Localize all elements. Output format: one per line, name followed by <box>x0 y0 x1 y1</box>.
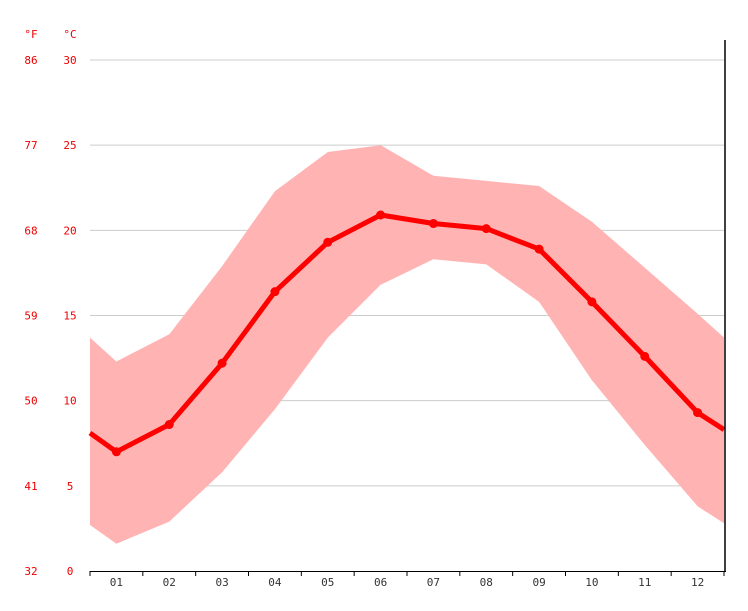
data-point <box>376 210 386 220</box>
y-tick-fahrenheit: 41 <box>24 480 37 493</box>
data-point <box>587 297 597 307</box>
x-tick-label: 09 <box>532 576 545 589</box>
temperature-range-band <box>90 145 724 544</box>
y-tick-celsius: 0 <box>67 565 74 578</box>
data-point <box>481 224 491 234</box>
y-tick-fahrenheit: 50 <box>24 395 37 408</box>
y-tick-fahrenheit: 68 <box>24 224 37 237</box>
data-point <box>270 287 280 297</box>
x-tick-label: 03 <box>215 576 228 589</box>
celsius-unit-label: °C <box>63 28 76 41</box>
fahrenheit-unit-label: °F <box>24 28 37 41</box>
data-point <box>111 447 121 457</box>
y-tick-fahrenheit: 77 <box>24 139 37 152</box>
y-tick-celsius: 20 <box>63 224 76 237</box>
x-tick-label: 06 <box>374 576 387 589</box>
data-point <box>217 358 227 368</box>
y-tick-celsius: 5 <box>67 480 74 493</box>
x-tick-label: 02 <box>163 576 176 589</box>
x-tick-label: 05 <box>321 576 334 589</box>
data-point <box>534 244 544 254</box>
y-tick-celsius: 10 <box>63 395 76 408</box>
x-tick-label: 08 <box>480 576 493 589</box>
y-tick-fahrenheit: 59 <box>24 310 37 323</box>
x-tick-label: 01 <box>110 576 123 589</box>
x-tick-label: 12 <box>691 576 704 589</box>
y-tick-fahrenheit: 32 <box>24 565 37 578</box>
x-tick-label: 07 <box>427 576 440 589</box>
data-point <box>323 237 333 247</box>
data-point <box>428 219 438 229</box>
y-tick-fahrenheit: 86 <box>24 54 37 67</box>
y-tick-celsius: 25 <box>63 139 76 152</box>
data-point <box>164 420 174 430</box>
data-point <box>640 351 650 361</box>
data-point <box>693 408 703 418</box>
y-tick-celsius: 30 <box>63 54 76 67</box>
average-temperature-line <box>88 212 726 455</box>
x-tick-label: 11 <box>638 576 651 589</box>
x-tick-label: 04 <box>268 576 282 589</box>
y-tick-celsius: 15 <box>63 310 76 323</box>
x-tick-label: 10 <box>585 576 598 589</box>
